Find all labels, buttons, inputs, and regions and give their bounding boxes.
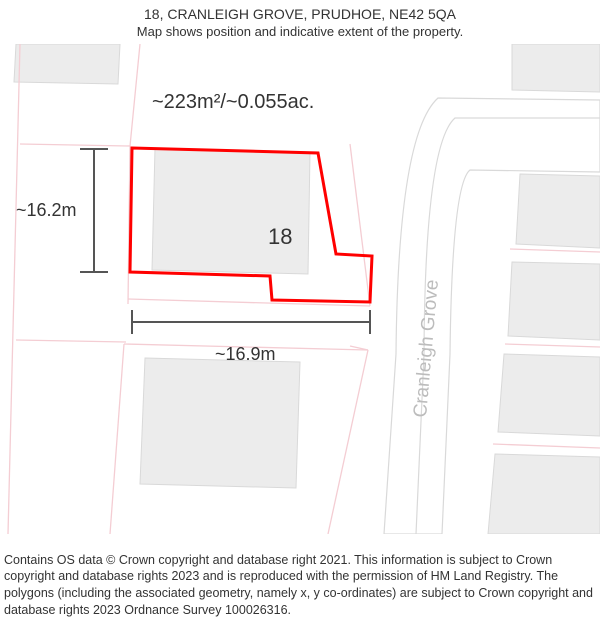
- width-label: ~16.9m: [215, 344, 276, 364]
- building-footprint: [140, 358, 300, 488]
- height-label: ~16.2m: [16, 200, 77, 220]
- building-footprint: [512, 44, 600, 92]
- building-footprint: [508, 262, 600, 340]
- header: 18, CRANLEIGH GROVE, PRUDHOE, NE42 5QA M…: [0, 6, 600, 39]
- building-footprint: [516, 174, 600, 248]
- map-subtitle: Map shows position and indicative extent…: [0, 24, 600, 39]
- house-number-label: 18: [268, 224, 292, 249]
- building-footprint: [498, 354, 600, 436]
- building-footprint: [152, 148, 310, 274]
- property-map: ~223m²/~0.055ac.~16.2m~16.9m18Cranleigh …: [0, 44, 600, 534]
- building-footprint: [488, 454, 600, 534]
- copyright-footer: Contains OS data © Crown copyright and d…: [4, 552, 596, 620]
- property-address-title: 18, CRANLEIGH GROVE, PRUDHOE, NE42 5QA: [0, 6, 600, 22]
- map-figure-container: 18, CRANLEIGH GROVE, PRUDHOE, NE42 5QA M…: [0, 0, 600, 625]
- area-label: ~223m²/~0.055ac.: [152, 91, 314, 113]
- building-footprint: [14, 44, 120, 84]
